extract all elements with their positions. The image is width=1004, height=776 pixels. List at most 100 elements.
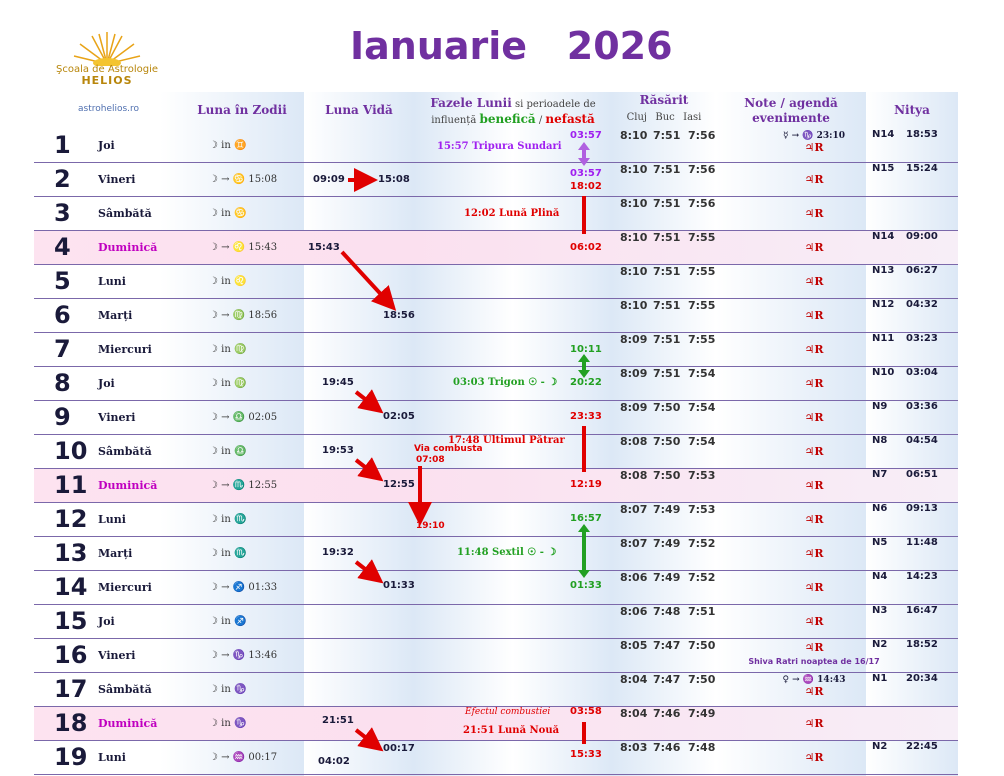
header-buc: Buc — [655, 112, 675, 123]
day-name: Marți — [98, 309, 133, 322]
day-name: Luni — [98, 513, 126, 526]
sunrise-cluj: 8:09 — [620, 401, 648, 414]
note-jupiter-retro: ♃R — [804, 411, 824, 424]
moon-sign: ☽ → ♎ 02:05 — [209, 412, 278, 423]
nitya-code: N13 — [872, 265, 895, 276]
table-row: 2 Vineri ☽ → ♋ 15:08 8:10 7:51 7:56 ♃R N15 15:24 — [34, 163, 958, 197]
sunrise-cluj: 8:10 — [620, 197, 648, 210]
day-name: Duminică — [98, 479, 158, 492]
sunrise-iasi: 7:56 — [688, 163, 716, 176]
day-name: Miercuri — [98, 581, 152, 594]
sunrise-cluj: 8:07 — [620, 537, 648, 550]
nitya-code: N7 — [872, 469, 888, 480]
sunrise-cluj: 8:09 — [620, 367, 648, 380]
moon-sign: ☽ → ♒ 00:17 — [209, 752, 278, 763]
sunrise-cluj: 8:10 — [620, 163, 648, 176]
ptime-18: 03:58 — [570, 706, 602, 717]
sunrise-iasi: 7:48 — [688, 741, 716, 754]
sunrise-iasi: 7:52 — [688, 571, 716, 584]
sunrise-buc: 7:46 — [653, 741, 681, 754]
table-row: 10 Sâmbătă ☽ in ♎ 8:08 7:50 7:54 ♃R N8 04:54 — [34, 435, 958, 469]
phase-1: 15:57 Tripura Sundari — [437, 141, 562, 152]
table-row: 1 Joi ☽ in ♊ 8:10 7:51 7:56 ☿ → ♑ 23:10 ♃R N14 18… — [34, 129, 958, 163]
note-jupiter-retro: ♃R — [804, 241, 824, 254]
ptime-7: 10:11 — [570, 344, 602, 355]
day-name: Sâmbătă — [98, 445, 152, 458]
table-row: 15 Joi ☽ in ♐ 8:06 7:48 7:51 ♃R N3 16:47 — [34, 605, 958, 639]
day-name: Sâmbătă — [98, 683, 152, 696]
void-r13a: 19:32 — [322, 547, 354, 558]
sunrise-buc: 7:48 — [653, 605, 681, 618]
note-jupiter-retro: ♃R — [804, 685, 824, 698]
sunrise-cluj: 8:05 — [620, 639, 648, 652]
sunrise-iasi: 7:53 — [688, 503, 716, 516]
sunrise-iasi: 7:50 — [688, 639, 716, 652]
nitya-code: N14 — [872, 231, 895, 242]
sunrise-buc: 7:51 — [653, 197, 681, 210]
sunrise-buc: 7:51 — [653, 265, 681, 278]
sunrise-iasi: 7:54 — [688, 367, 716, 380]
ptime-2a: 03:57 — [570, 168, 602, 179]
void-r8a: 19:45 — [322, 377, 354, 388]
ptime-4: 06:02 — [570, 242, 602, 253]
void-r2b: 15:08 — [378, 174, 410, 185]
ptime-1: 03:57 — [570, 130, 602, 141]
header-note: Note / agendă evenimente — [744, 96, 838, 125]
moon-sign: ☽ in ♍ — [209, 344, 247, 355]
sunrise-buc: 7:51 — [653, 333, 681, 346]
moon-sign: ☽ in ♑ — [209, 684, 247, 695]
nitya-code: N1 — [872, 673, 888, 684]
moon-sign: ☽ in ♋ — [209, 208, 247, 219]
day-name: Vineri — [98, 173, 136, 186]
sunrise-iasi: 7:53 — [688, 469, 716, 482]
sunrise-cluj: 8:10 — [620, 299, 648, 312]
nitya-time: 22:45 — [906, 741, 938, 752]
header-iasi: Iasi — [683, 112, 702, 123]
void-r11b: 12:55 — [383, 479, 415, 490]
header-vida: Luna Vidă — [325, 103, 393, 117]
table-row: 4 Duminică ☽ → ♌ 15:43 8:10 7:51 7:55 ♃R N14 09:… — [34, 231, 958, 265]
nitya-code: N2 — [872, 639, 888, 650]
sunrise-cluj: 8:08 — [620, 469, 648, 482]
phase-18: 21:51 Lună Nouă — [463, 725, 560, 736]
nitya-time: 15:24 — [906, 163, 938, 174]
sunrise-cluj: 8:06 — [620, 605, 648, 618]
note-planet: ♀ → ♒ 14:43 — [782, 675, 846, 685]
void-r19b: 00:17 — [383, 743, 415, 754]
sunrise-cluj: 8:07 — [620, 503, 648, 516]
note-jupiter-retro: ♃R — [804, 309, 824, 322]
moon-sign: ☽ → ♏ 12:55 — [209, 480, 278, 491]
day-number: 7 — [54, 335, 71, 363]
nitya-code: N3 — [872, 605, 888, 616]
day-number: 2 — [54, 165, 71, 193]
sunrise-buc: 7:49 — [653, 537, 681, 550]
sunrise-iasi: 7:50 — [688, 673, 716, 686]
sunrise-iasi: 7:55 — [688, 333, 716, 346]
day-number: 12 — [54, 505, 88, 533]
table-row: 11 Duminică ☽ → ♏ 12:55 8:08 7:50 7:53 ♃R N7 06:… — [34, 469, 958, 503]
sunrise-cluj: 8:08 — [620, 435, 648, 448]
ptime-19: 15:33 — [570, 749, 602, 760]
ptime-14: 01:33 — [570, 580, 602, 591]
note-jupiter-retro: ♃R — [804, 141, 824, 154]
day-number: 4 — [54, 233, 71, 261]
moon-sign: ☽ → ♍ 18:56 — [209, 310, 278, 321]
sunrise-iasi: 7:54 — [688, 435, 716, 448]
nitya-time: 03:23 — [906, 333, 938, 344]
day-name: Joi — [98, 377, 115, 390]
nitya-time: 11:48 — [906, 537, 938, 548]
nitya-code: N6 — [872, 503, 888, 514]
phase-10: 17:48 Ultimul Pătrar — [448, 435, 565, 446]
note-jupiter-retro: ♃R — [804, 207, 824, 220]
site-link[interactable]: astrohelios.ro — [78, 104, 140, 114]
nitya-code: N12 — [872, 299, 895, 310]
void-r2a: 09:09 — [313, 174, 345, 185]
table-row: 5 Luni ☽ in ♌ 8:10 7:51 7:55 ♃R N13 06:27 — [34, 265, 958, 299]
nitya-code: N10 — [872, 367, 895, 378]
table-row: 8 Joi ☽ in ♍ 8:09 7:51 7:54 ♃R N10 03:04 — [34, 367, 958, 401]
table-row: 18 Duminică ☽ in ♑ 8:04 7:46 7:49 ♃R — [34, 707, 958, 741]
sunrise-buc: 7:47 — [653, 673, 681, 686]
day-number: 6 — [54, 301, 71, 329]
note-jupiter-retro: ♃R — [804, 513, 824, 526]
helios-logo: Şcoala de Astrologie HELIOS — [52, 30, 162, 90]
